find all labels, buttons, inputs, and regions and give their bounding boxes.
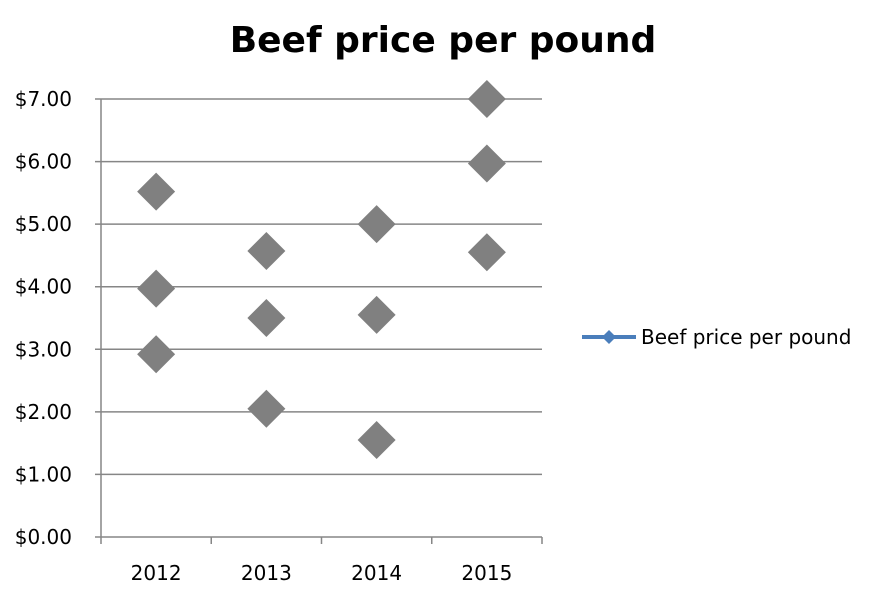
y-tick-label: $3.00 bbox=[15, 337, 72, 361]
x-tick-label: 2013 bbox=[241, 561, 292, 585]
data-point-diamond bbox=[137, 269, 176, 308]
x-axis-tick-labels: 2012 2013 2014 2015 bbox=[131, 561, 513, 585]
data-point-diamond bbox=[137, 172, 176, 211]
y-tick-label: $1.00 bbox=[15, 462, 72, 486]
data-point-diamond bbox=[137, 335, 176, 374]
data-points bbox=[137, 80, 506, 460]
data-point-diamond bbox=[357, 421, 396, 460]
legend-label: Beef price per pound bbox=[641, 325, 851, 349]
y-axis-tick-labels: $0.00 $1.00 $2.00 $3.00 $4.00 $5.00 $6.00 $7.00 bbox=[15, 87, 72, 549]
x-tick-label: 2015 bbox=[461, 561, 512, 585]
legend-diamond-icon bbox=[602, 330, 616, 344]
data-point-diamond bbox=[247, 232, 286, 271]
y-tick-label: $4.00 bbox=[15, 275, 72, 299]
y-tick-label: $2.00 bbox=[15, 400, 72, 424]
data-point-diamond bbox=[467, 144, 506, 183]
y-tick-label: $7.00 bbox=[15, 87, 72, 111]
x-tick-label: 2014 bbox=[351, 561, 402, 585]
data-point-diamond bbox=[247, 299, 286, 337]
y-tick-label: $5.00 bbox=[15, 212, 72, 236]
chart-title: Beef price per pound bbox=[230, 20, 657, 61]
data-point-diamond bbox=[467, 233, 506, 272]
data-point-diamond bbox=[357, 205, 396, 244]
legend: Beef price per pound bbox=[582, 325, 851, 349]
data-point-diamond bbox=[247, 389, 286, 428]
y-tick-label: $6.00 bbox=[15, 150, 72, 174]
x-tick-label: 2012 bbox=[131, 561, 182, 585]
data-point-diamond bbox=[467, 80, 506, 118]
y-tick-label: $0.00 bbox=[15, 525, 72, 549]
axes bbox=[95, 99, 543, 544]
data-point-diamond bbox=[357, 295, 396, 334]
